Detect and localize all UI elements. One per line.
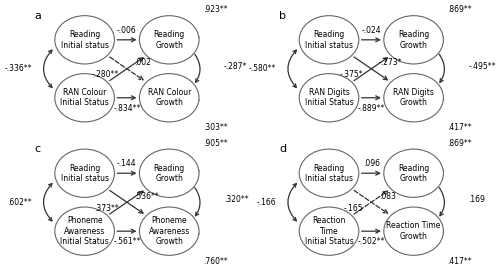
Text: d: d (279, 144, 286, 154)
Text: Reading
Growth: Reading Growth (398, 30, 429, 50)
Text: .373**: .373** (94, 204, 119, 213)
Text: Reading
Growth: Reading Growth (398, 163, 429, 183)
Text: .096: .096 (363, 159, 380, 168)
Text: -.336**: -.336** (4, 64, 32, 73)
Ellipse shape (299, 149, 359, 197)
Ellipse shape (299, 16, 359, 64)
Text: .869**: .869** (448, 139, 472, 148)
Ellipse shape (384, 16, 444, 64)
Text: .760**: .760** (203, 257, 228, 266)
Ellipse shape (55, 16, 114, 64)
Ellipse shape (140, 16, 199, 64)
Text: -.006: -.006 (117, 26, 137, 35)
Text: a: a (34, 11, 42, 21)
Text: RAN Colour
Growth: RAN Colour Growth (148, 88, 191, 108)
Text: -.273*: -.273* (379, 58, 402, 67)
Ellipse shape (299, 207, 359, 255)
Text: -.280**: -.280** (92, 70, 119, 79)
Ellipse shape (384, 207, 444, 255)
Text: Reading
Growth: Reading Growth (154, 163, 185, 183)
Text: -.495**: -.495** (468, 62, 496, 71)
Text: .303**: .303** (203, 123, 228, 132)
Text: -.165: -.165 (344, 204, 364, 213)
Text: -.889**: -.889** (358, 104, 385, 113)
Ellipse shape (140, 207, 199, 255)
Text: .320**: .320** (224, 195, 248, 204)
Text: Reaction
Time
Initial Status: Reaction Time Initial Status (304, 216, 354, 246)
Ellipse shape (140, 74, 199, 122)
Text: Reading
Initial status: Reading Initial status (305, 30, 353, 50)
Text: .869**: .869** (448, 5, 472, 14)
Text: .169: .169 (468, 195, 485, 204)
Ellipse shape (384, 149, 444, 197)
Text: -.502**: -.502** (358, 237, 385, 246)
Text: -.561**: -.561** (113, 237, 140, 246)
Text: -.834**: -.834** (113, 104, 140, 113)
Text: Reading
Initial status: Reading Initial status (60, 163, 108, 183)
Text: .923**: .923** (203, 5, 228, 14)
Ellipse shape (55, 149, 114, 197)
Text: -.580**: -.580** (249, 64, 276, 73)
Text: .417**: .417** (448, 123, 472, 132)
Text: Reading
Growth: Reading Growth (154, 30, 185, 50)
Text: RAN Digits
Growth: RAN Digits Growth (393, 88, 434, 108)
Ellipse shape (299, 74, 359, 122)
Ellipse shape (55, 207, 114, 255)
Text: Reading
Initial status: Reading Initial status (305, 163, 353, 183)
Text: .536**: .536** (134, 192, 160, 201)
Ellipse shape (55, 74, 114, 122)
Text: Reaction Time
Growth: Reaction Time Growth (386, 221, 441, 241)
Text: Reading
Initial status: Reading Initial status (60, 30, 108, 50)
Ellipse shape (140, 149, 199, 197)
Text: .417**: .417** (448, 257, 472, 266)
Text: .083: .083 (379, 192, 396, 201)
Text: .905**: .905** (203, 139, 228, 148)
Text: .602**: .602** (7, 198, 32, 207)
Text: -.287*: -.287* (224, 62, 248, 71)
Text: Phoneme
Awareness
Initial Status: Phoneme Awareness Initial Status (60, 216, 109, 246)
Text: -.375*: -.375* (340, 70, 363, 79)
Text: -.024: -.024 (362, 26, 381, 35)
Text: -.144: -.144 (117, 159, 136, 168)
Ellipse shape (384, 74, 444, 122)
Text: Phoneme
Awareness
Growth: Phoneme Awareness Growth (148, 216, 190, 246)
Text: RAN Colour
Initial Status: RAN Colour Initial Status (60, 88, 109, 108)
Text: RAN Digits
Initial Status: RAN Digits Initial Status (304, 88, 354, 108)
Text: -.166: -.166 (256, 198, 276, 207)
Text: c: c (34, 144, 41, 154)
Text: b: b (279, 11, 286, 21)
Text: .002: .002 (134, 58, 152, 67)
